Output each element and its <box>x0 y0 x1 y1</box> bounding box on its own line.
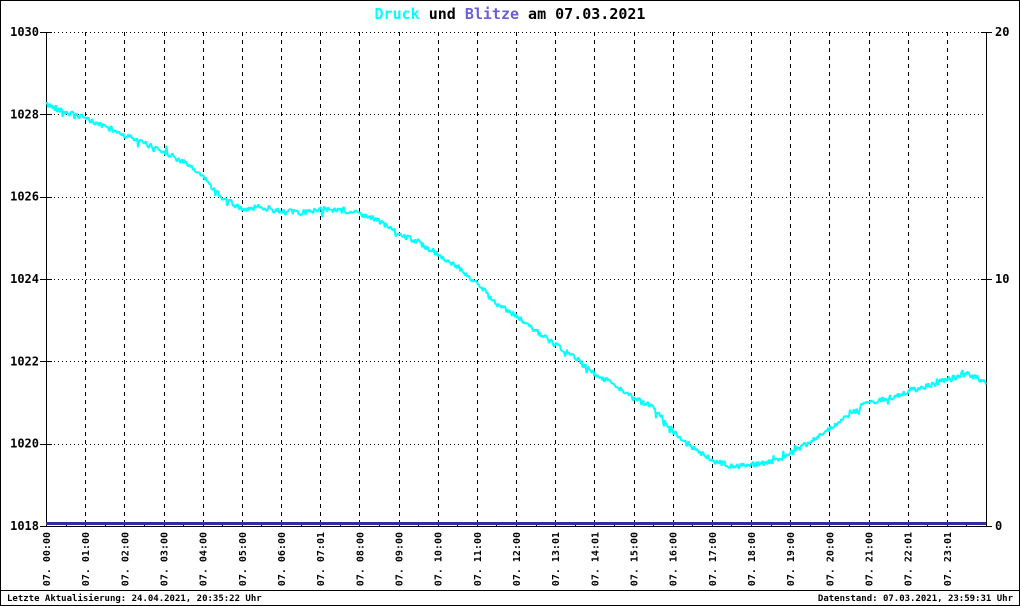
chart-title: Druck und Blitze am 07.03.2021 <box>1 5 1019 23</box>
x-tick-label: 07. 14:01 <box>590 532 601 586</box>
x-tick-label: 07. 21:00 <box>865 532 876 586</box>
x-tick-label: 07. 20:00 <box>825 532 836 586</box>
x-tick-label: 07. 06:00 <box>277 532 288 586</box>
y-left-tick-label: 1028 <box>10 107 39 121</box>
x-tick-label: 07. 07:01 <box>316 532 327 586</box>
x-tick-label: 07. 08:00 <box>355 532 366 586</box>
title-und: und <box>419 5 465 23</box>
druck-series-line <box>45 101 987 469</box>
y-left-tick-label: 1026 <box>10 190 39 204</box>
x-tick-label: 07. 19:00 <box>786 532 797 586</box>
x-tick-label: 07. 12:00 <box>512 532 523 586</box>
x-tick-label: 07. 11:00 <box>473 532 484 586</box>
x-tick-label: 07. 15:00 <box>630 532 641 586</box>
x-tick-label: 07. 17:00 <box>708 532 719 586</box>
x-tick-label: 07. 01:00 <box>81 532 92 586</box>
footer-bar: Letzte Aktualisierung: 24.04.2021, 20:35… <box>1 590 1019 605</box>
footer-last-update: Letzte Aktualisierung: 24.04.2021, 20:35… <box>7 593 262 604</box>
y-left-tick-label: 1024 <box>10 272 39 286</box>
title-date: am 07.03.2021 <box>519 5 646 23</box>
x-tick-label: 07. 03:00 <box>160 532 171 586</box>
title-blitze: Blitze <box>464 5 520 23</box>
x-tick-label: 07. 00:00 <box>42 532 53 586</box>
x-tick-label: 07. 13:01 <box>551 532 562 586</box>
y-left-tick-label: 1020 <box>10 437 39 451</box>
y-left-tick-label: 1018 <box>10 519 39 533</box>
x-tick-label: 07. 22:01 <box>904 532 915 586</box>
y-right-tick-label: 0 <box>995 519 1002 533</box>
y-left-tick-label: 1030 <box>10 25 39 39</box>
x-tick-label: 07. 23:01 <box>943 532 954 586</box>
x-tick-label: 07. 02:00 <box>120 532 131 586</box>
footer-data-state: Datenstand: 07.03.2021, 23:59:31 Uhr <box>817 593 1013 604</box>
x-tick-label: 07. 18:00 <box>747 532 758 586</box>
x-tick-label: 07. 09:00 <box>395 532 406 586</box>
y-right-tick-label: 10 <box>995 272 1009 286</box>
title-druck: Druck <box>374 5 420 23</box>
x-tick-label: 07. 04:00 <box>199 532 210 586</box>
x-tick-label: 07. 16:00 <box>669 532 680 586</box>
y-left-tick-label: 1022 <box>10 354 39 368</box>
x-tick-label: 07. 05:00 <box>238 532 249 586</box>
x-tick-label: 07. 10:00 <box>434 532 445 586</box>
y-right-tick-label: 20 <box>995 25 1009 39</box>
gridlines <box>46 32 986 526</box>
